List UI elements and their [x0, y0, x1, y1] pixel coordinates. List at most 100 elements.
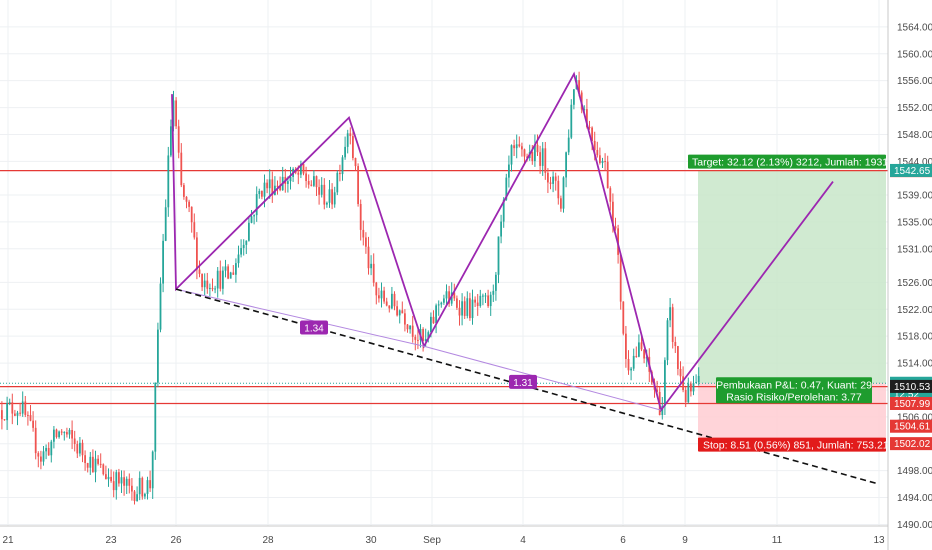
candle-body — [224, 266, 227, 271]
candle-body — [45, 447, 47, 452]
candle-body — [115, 472, 118, 491]
candle-body — [201, 273, 203, 288]
candle-body — [307, 180, 310, 185]
candle-body — [484, 295, 487, 297]
candle-body — [159, 283, 162, 330]
candle-body — [14, 413, 16, 416]
candle-body — [211, 287, 214, 290]
price-axis-marker — [890, 419, 932, 433]
candle-body — [50, 441, 53, 456]
candle-body — [97, 458, 99, 464]
time-tick-label: 11 — [772, 535, 783, 546]
candle-body — [656, 389, 658, 392]
candle-body — [237, 254, 240, 264]
candle-body — [664, 360, 666, 407]
candle-body — [185, 196, 188, 202]
time-tick-label: 6 — [620, 535, 626, 546]
price-axis[interactable]: 1490.001494.001498.001502.001506.001510.… — [890, 22, 932, 531]
candle-body — [258, 190, 261, 195]
price-axis-marker-label: 1504.61 — [894, 422, 931, 433]
candle-body — [216, 270, 219, 289]
candle-body — [458, 307, 461, 316]
price-axis-marker-label: 12:52 — [894, 390, 919, 401]
candle-body — [534, 144, 536, 162]
time-tick-label: 9 — [682, 535, 688, 546]
candle-body — [136, 494, 138, 501]
candle-body — [378, 295, 380, 299]
candle-body — [92, 456, 94, 473]
candle-body — [677, 346, 679, 369]
candle-body — [487, 295, 489, 307]
candle-body — [112, 481, 115, 491]
candle-body — [170, 126, 172, 156]
price-tick-label: 1531.00 — [897, 244, 932, 255]
candle-body — [357, 166, 359, 205]
price-tick-label: 1506.00 — [897, 412, 932, 423]
candle-body — [84, 455, 86, 464]
price-axis-marker-label: 1502.02 — [894, 439, 931, 450]
candle-body — [79, 442, 81, 454]
candle-body — [94, 458, 97, 473]
candle-body — [58, 431, 60, 438]
candle-body — [76, 443, 79, 454]
candle-body — [128, 478, 131, 486]
candle-body — [118, 472, 120, 484]
candle-body — [180, 152, 183, 186]
candle-body — [692, 383, 695, 392]
candle-body — [635, 355, 638, 357]
candle-body — [539, 152, 541, 166]
candle-body — [21, 401, 24, 414]
candle-body — [123, 477, 125, 486]
candle-body — [601, 160, 604, 163]
candle-body — [253, 215, 255, 217]
candle-body — [547, 172, 549, 183]
candle-body — [497, 236, 500, 275]
price-tick-label: 1535.00 — [897, 217, 932, 228]
candle-body — [661, 406, 664, 416]
candle-body — [53, 429, 55, 442]
candle-body — [40, 456, 42, 462]
candle-body — [313, 176, 315, 186]
candle-body — [625, 333, 627, 359]
candle-body — [372, 263, 375, 283]
ratio-label-box — [300, 320, 328, 335]
candle-body — [107, 476, 110, 480]
candle-body — [502, 199, 505, 222]
candle-body — [71, 429, 73, 439]
candle-body — [411, 325, 414, 337]
candle-body — [401, 310, 404, 314]
candle-body — [510, 145, 513, 165]
candle-body — [235, 263, 237, 275]
candle-body — [359, 204, 362, 230]
candle-body — [414, 336, 417, 340]
candle-body — [695, 382, 697, 384]
candle-body — [227, 266, 229, 279]
pnl-label: Pembukaan P&L: 0.47, Kuant: 29 — [716, 379, 872, 391]
candle-body — [333, 192, 336, 205]
candle-body — [684, 390, 687, 403]
candle-body — [167, 155, 170, 208]
candle-body — [557, 180, 560, 199]
candle-body — [219, 270, 222, 289]
candle-body — [476, 302, 479, 306]
candle-body — [110, 476, 112, 482]
candle-body — [586, 109, 588, 128]
candle-body — [289, 176, 292, 182]
candle-body — [240, 248, 242, 255]
candle-body — [565, 152, 567, 178]
price-tick-label: 1498.00 — [897, 466, 932, 477]
pnl-label-box — [716, 377, 872, 404]
candle-body — [630, 368, 632, 371]
candle-body — [29, 415, 32, 421]
candle-body — [604, 160, 606, 162]
candle-body — [146, 480, 149, 494]
time-axis[interactable]: 21 23 26 28 30 Sep 4 6 9 11 13 — [2, 535, 885, 546]
candle-body — [640, 342, 643, 350]
candle-body — [193, 222, 196, 238]
candle-body — [393, 293, 396, 307]
price-tick-label: 1514.00 — [897, 359, 932, 370]
candle-body — [222, 270, 224, 289]
stop-label: Stop: 8.51 (0.56%) 851, Jumlah: 753.21 — [703, 440, 889, 452]
candle-body — [248, 222, 250, 241]
